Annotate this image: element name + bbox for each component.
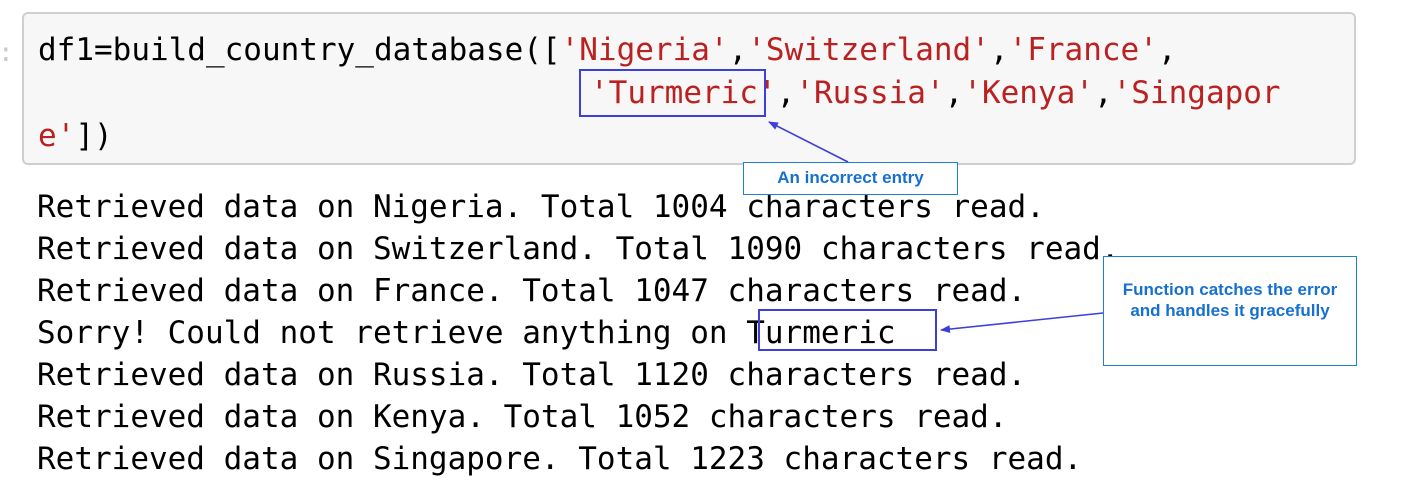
output-line: Retrieved data on Russia. Total 1120 cha… bbox=[37, 357, 1027, 393]
code-call-prefix: df1=build_country_database([ bbox=[38, 32, 561, 68]
string-singapore-part1: 'Singapor bbox=[1112, 75, 1281, 111]
comma: , bbox=[1093, 75, 1113, 111]
code-cell[interactable]: df1=build_country_database(['Nigeria','S… bbox=[22, 12, 1356, 165]
output-line: Retrieved data on Switzerland. Total 109… bbox=[37, 231, 1120, 267]
comma: , bbox=[1157, 32, 1177, 68]
output-line-error: Sorry! Could not retrieve anything on Tu… bbox=[37, 315, 896, 351]
string-switzerland: 'Switzerland' bbox=[747, 32, 990, 68]
string-russia: 'Russia' bbox=[795, 75, 945, 111]
code-line-2: 'Turmeric','Russia','Kenya','Singapor bbox=[590, 75, 1281, 111]
comma: , bbox=[944, 75, 964, 111]
string-france: 'France' bbox=[1008, 32, 1158, 68]
callout-incorrect-entry: An incorrect entry bbox=[743, 162, 958, 195]
callout-error-handled: Function catches the error and handles i… bbox=[1103, 256, 1357, 366]
string-singapore-part2: e' bbox=[38, 118, 76, 154]
code-line-1: df1=build_country_database(['Nigeria','S… bbox=[38, 32, 1177, 68]
output-line: Retrieved data on France. Total 1047 cha… bbox=[37, 273, 1027, 309]
output-line: Retrieved data on Singapore. Total 1223 … bbox=[37, 441, 1083, 477]
highlight-box-output-turmeric bbox=[758, 309, 937, 351]
highlight-box-code-turmeric bbox=[579, 69, 766, 117]
string-kenya: 'Kenya' bbox=[963, 75, 1094, 111]
cell-prompt-marker: : bbox=[0, 38, 14, 68]
string-turmeric: 'Turmeric' bbox=[590, 75, 777, 111]
string-nigeria: 'Nigeria' bbox=[560, 32, 729, 68]
comma: , bbox=[728, 32, 748, 68]
output-line: Retrieved data on Nigeria. Total 1004 ch… bbox=[37, 189, 1045, 225]
cell-output: Retrieved data on Nigeria. Total 1004 ch… bbox=[37, 186, 1120, 480]
comma: , bbox=[989, 32, 1009, 68]
output-line: Retrieved data on Kenya. Total 1052 char… bbox=[37, 399, 1008, 435]
code-line-3: e']) bbox=[38, 118, 113, 154]
comma: , bbox=[776, 75, 796, 111]
code-call-suffix: ]) bbox=[75, 118, 113, 154]
